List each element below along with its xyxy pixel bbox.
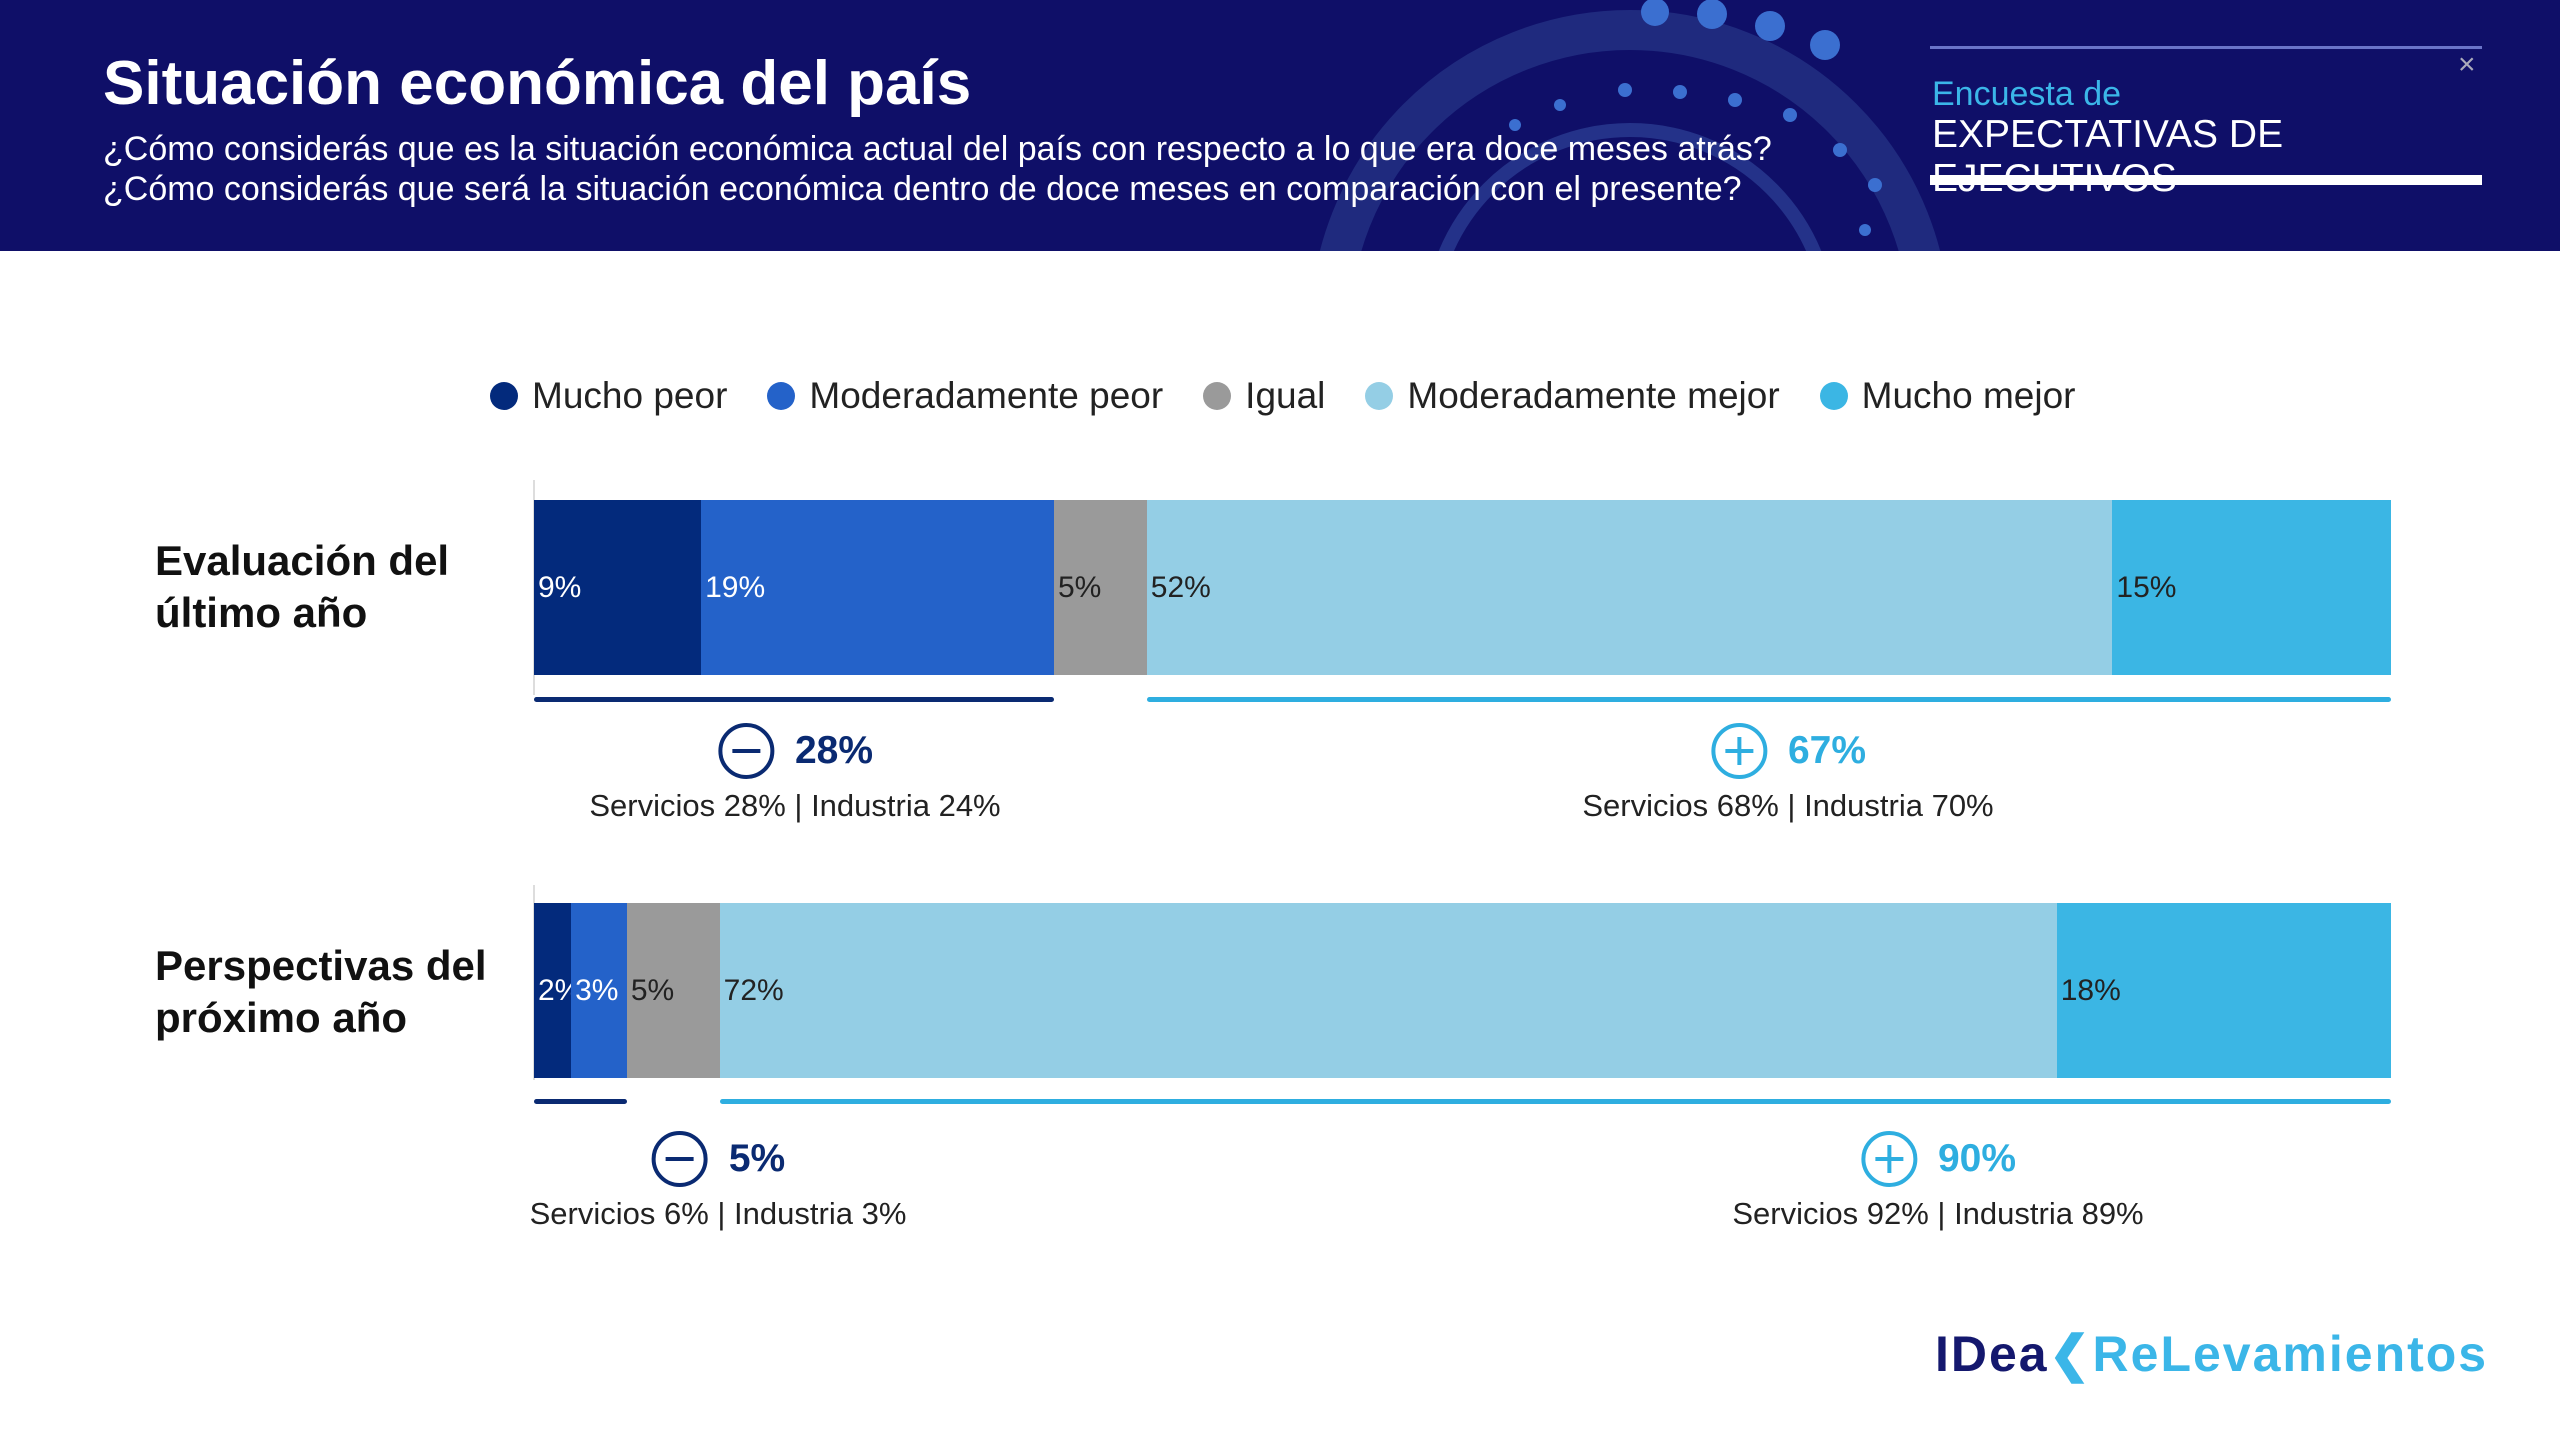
decorative-circles [1319,0,1941,251]
summary-detail: Servicios 92% | Industria 89% [1732,1196,2144,1231]
legend-item: Moderadamente mejor [1365,375,1780,417]
data-label: 3% [575,973,619,1007]
summary-value: 67% [1787,729,1867,772]
brand-line-1: Encuesta de [1932,75,2122,113]
brand-underline [1930,175,2482,185]
logo-idea: IDea [1935,1326,2049,1382]
bar-segment-moderadamente-peor: 3% [571,903,627,1078]
row-label-1: Perspectivas del próximo año [155,942,487,1041]
chart-legend: Mucho peor Moderadamente peor Igual Moderad… [490,375,2076,417]
summary-value: 28% [794,729,874,772]
plus-circle-icon [1710,723,1767,779]
summary-value: 90% [1937,1137,2017,1180]
legend-label: Moderadamente peor [809,375,1164,416]
survey-brand: Encuesta de EXPECTATIVAS DE EJECUTIVOS [1930,46,2482,200]
legend-label: Igual [1245,375,1326,416]
legend-label: Mucho mejor [1861,375,2076,416]
summary-detail: Servicios 68% | Industria 70% [1582,788,1994,823]
logo-relevamientos: ReLevamientos [2092,1326,2489,1382]
data-label: 72% [723,973,784,1007]
bar-segment-igual: 5% [626,903,720,1078]
data-label: 5% [630,973,675,1007]
negative-range-underline [534,1099,627,1104]
data-label: 52% [1150,570,1211,604]
close-icon[interactable]: × [2458,48,2476,81]
minus-circle-icon [717,723,774,779]
subtitle-question-1: ¿Cómo considerás que es la situación eco… [103,130,1772,168]
legend-item: Moderadamente peor [767,375,1163,417]
bar-segment-mucho-mejor: 18% [2056,903,2391,1078]
legend-dot [1819,382,1848,410]
positive-summary: 67% Servicios 68% | Industria 70% [1582,722,1994,824]
subtitle-question-2: ¿Cómo considerás que será la situación e… [103,170,1742,208]
bar-segment-moderadamente-peor: 19% [701,500,1054,675]
negative-summary: 28% Servicios 28% | Industria 24% [589,722,1001,824]
summary-detail: Servicios 6% | Industria 3% [529,1196,907,1231]
legend-label: Mucho peor [532,375,728,416]
positive-summary: 90% Servicios 92% | Industria 89% [1732,1130,2144,1232]
bar-segment-moderadamente-mejor: 52% [1146,500,2113,675]
bar-segment-mucho-peor: 9% [534,500,702,675]
idea-relevamientos-logo: IDea❮ReLevamientos [1935,1326,2489,1382]
legend-dot [767,382,796,410]
data-label: 18% [2060,973,2121,1007]
legend-dot [1365,382,1394,410]
legend-item: Mucho mejor [1819,375,2076,417]
page-title: Situación económica del país [103,49,972,118]
negative-summary: 5% Servicios 6% | Industria 3% [529,1130,907,1232]
bar-segment-mucho-peor: 2% [534,903,581,1078]
legend-item: Igual [1203,375,1325,417]
bar-segment-mucho-mejor: 15% [2112,500,2391,675]
data-label: 15% [2116,570,2177,604]
negative-range-underline [534,697,1054,702]
summary-value: 5% [728,1137,786,1180]
stacked-bar-0: 9% 19% 5% 52% 15% [534,500,2391,675]
data-label: 9% [538,570,582,604]
bar-segment-moderadamente-mejor: 72% [719,903,2057,1078]
data-label: 5% [1057,570,1102,604]
brand-line-2: EXPECTATIVAS DE EJECUTIVOS [1932,113,2284,200]
row-label-0: Evaluación del último año [155,537,450,636]
bar-segment-igual: 5% [1053,500,1147,675]
stacked-bar-1: 2% 3% 5% 72% 18% [534,903,2391,1078]
positive-range-underline [1146,697,2391,702]
legend-dot [490,382,518,410]
positive-range-underline [719,1099,2391,1104]
header-banner: Situación económica del país ¿Cómo consi… [0,0,2560,251]
plus-circle-icon [1860,1131,1917,1187]
data-label: 19% [705,570,766,604]
minus-circle-icon [651,1131,708,1187]
summary-detail: Servicios 28% | Industria 24% [589,788,1001,823]
legend-label: Moderadamente mejor [1407,375,1780,416]
legend-dot [1203,382,1232,410]
legend-item: Mucho peor [490,375,727,417]
